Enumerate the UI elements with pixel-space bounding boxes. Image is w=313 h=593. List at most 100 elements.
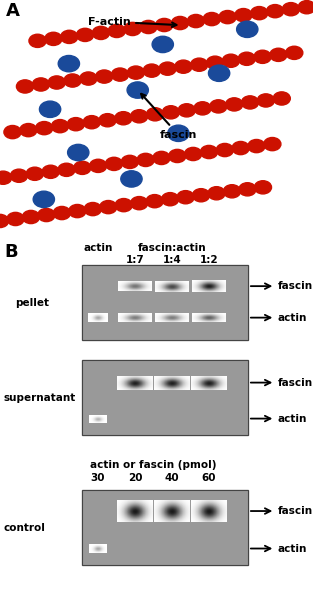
Ellipse shape bbox=[169, 149, 186, 162]
Text: actin: actin bbox=[83, 243, 113, 253]
Ellipse shape bbox=[51, 120, 69, 133]
Text: A: A bbox=[6, 2, 20, 20]
Ellipse shape bbox=[92, 26, 110, 40]
Ellipse shape bbox=[74, 161, 91, 174]
Ellipse shape bbox=[121, 171, 142, 187]
Ellipse shape bbox=[273, 92, 290, 105]
Ellipse shape bbox=[239, 183, 256, 196]
Ellipse shape bbox=[270, 48, 287, 62]
Ellipse shape bbox=[207, 56, 224, 69]
Text: actin: actin bbox=[251, 313, 307, 323]
Text: B: B bbox=[4, 243, 18, 261]
Ellipse shape bbox=[58, 163, 75, 176]
Ellipse shape bbox=[177, 190, 194, 204]
Ellipse shape bbox=[254, 50, 271, 63]
Ellipse shape bbox=[175, 60, 192, 74]
Ellipse shape bbox=[127, 82, 148, 98]
Ellipse shape bbox=[156, 18, 173, 31]
Text: 60: 60 bbox=[202, 473, 216, 483]
Ellipse shape bbox=[83, 116, 100, 129]
Ellipse shape bbox=[26, 167, 44, 180]
Ellipse shape bbox=[143, 64, 160, 77]
Ellipse shape bbox=[153, 151, 170, 164]
Ellipse shape bbox=[298, 1, 313, 14]
Ellipse shape bbox=[248, 139, 265, 152]
Ellipse shape bbox=[61, 30, 78, 43]
Bar bbox=[82, 360, 248, 435]
Ellipse shape bbox=[127, 66, 145, 79]
Ellipse shape bbox=[22, 211, 39, 224]
Ellipse shape bbox=[192, 189, 210, 202]
Ellipse shape bbox=[64, 74, 81, 87]
Ellipse shape bbox=[282, 2, 300, 16]
Ellipse shape bbox=[216, 144, 233, 157]
Ellipse shape bbox=[210, 100, 227, 113]
Ellipse shape bbox=[10, 169, 28, 183]
Ellipse shape bbox=[235, 8, 252, 22]
Text: fascin: fascin bbox=[251, 281, 313, 291]
Text: 30: 30 bbox=[91, 473, 105, 483]
Ellipse shape bbox=[121, 155, 138, 168]
Ellipse shape bbox=[68, 144, 89, 161]
Ellipse shape bbox=[237, 21, 258, 37]
Ellipse shape bbox=[0, 171, 12, 184]
Ellipse shape bbox=[95, 70, 113, 83]
Text: F-actin: F-actin bbox=[88, 17, 177, 27]
Ellipse shape bbox=[159, 62, 176, 75]
Text: fascin: fascin bbox=[251, 378, 313, 388]
Ellipse shape bbox=[172, 17, 189, 30]
Ellipse shape bbox=[115, 199, 132, 212]
Ellipse shape bbox=[241, 96, 259, 109]
Ellipse shape bbox=[48, 76, 65, 89]
Ellipse shape bbox=[203, 12, 220, 25]
Ellipse shape bbox=[162, 106, 179, 119]
Ellipse shape bbox=[187, 14, 204, 28]
Ellipse shape bbox=[185, 148, 202, 161]
Bar bbox=[82, 490, 248, 565]
Ellipse shape bbox=[208, 187, 225, 200]
Ellipse shape bbox=[32, 78, 49, 91]
Ellipse shape bbox=[257, 94, 275, 107]
Ellipse shape bbox=[90, 160, 107, 173]
Text: 40: 40 bbox=[165, 473, 179, 483]
Ellipse shape bbox=[39, 101, 61, 117]
Ellipse shape bbox=[0, 214, 9, 228]
Text: 1:2: 1:2 bbox=[200, 255, 218, 265]
Ellipse shape bbox=[226, 98, 243, 111]
Ellipse shape bbox=[105, 157, 123, 170]
Ellipse shape bbox=[146, 195, 163, 208]
Ellipse shape bbox=[4, 126, 21, 139]
Bar bbox=[82, 360, 248, 435]
Ellipse shape bbox=[223, 184, 241, 198]
Ellipse shape bbox=[45, 32, 62, 46]
Ellipse shape bbox=[84, 202, 101, 216]
Ellipse shape bbox=[222, 54, 239, 68]
Ellipse shape bbox=[264, 138, 281, 151]
Text: control: control bbox=[3, 522, 45, 533]
Text: 1:7: 1:7 bbox=[126, 255, 144, 265]
Ellipse shape bbox=[146, 108, 164, 121]
Ellipse shape bbox=[131, 110, 148, 123]
Ellipse shape bbox=[36, 122, 53, 135]
Text: actin: actin bbox=[251, 413, 307, 423]
Ellipse shape bbox=[140, 20, 157, 34]
Ellipse shape bbox=[254, 181, 272, 194]
Ellipse shape bbox=[266, 5, 284, 18]
Ellipse shape bbox=[42, 165, 59, 178]
Text: 1:4: 1:4 bbox=[163, 255, 181, 265]
Bar bbox=[82, 490, 248, 565]
Ellipse shape bbox=[76, 28, 94, 42]
Text: actin: actin bbox=[251, 544, 307, 553]
Ellipse shape bbox=[168, 125, 189, 142]
Ellipse shape bbox=[200, 145, 218, 158]
Ellipse shape bbox=[152, 36, 173, 53]
Text: actin or fascin (pmol): actin or fascin (pmol) bbox=[90, 460, 216, 470]
Ellipse shape bbox=[232, 142, 249, 155]
Ellipse shape bbox=[69, 205, 86, 218]
Text: supernatant: supernatant bbox=[3, 393, 75, 403]
Ellipse shape bbox=[33, 191, 54, 208]
Text: fascin:actin: fascin:actin bbox=[138, 243, 206, 253]
Ellipse shape bbox=[111, 68, 129, 81]
Ellipse shape bbox=[194, 102, 211, 115]
Text: fascin: fascin bbox=[251, 506, 313, 516]
